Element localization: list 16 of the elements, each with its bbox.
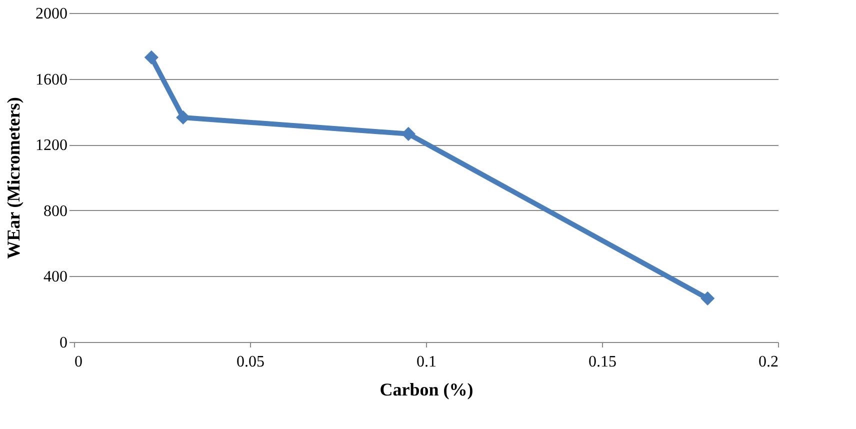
x-tick-label: 0 <box>74 354 82 370</box>
x-tick-label: 0.2 <box>758 354 778 370</box>
y-tick-label: 1200 <box>36 137 68 154</box>
x-tick-label: 0.1 <box>416 354 436 370</box>
y-tick-label: 800 <box>44 202 68 220</box>
y-tick-label: 0 <box>60 334 68 352</box>
point <box>176 110 190 125</box>
point <box>700 291 715 306</box>
point <box>144 50 159 64</box>
y-axis-title: WEar (Micrometers) <box>4 97 24 259</box>
y-tick-label: 2000 <box>36 6 68 22</box>
x-tick-label: 0.15 <box>588 354 616 370</box>
y-tick-label: 1600 <box>36 71 68 88</box>
x-tick-label: 0.05 <box>236 354 264 370</box>
x-axis-title: Carbon (%) <box>380 380 474 400</box>
y-tick-label: 400 <box>44 268 68 286</box>
